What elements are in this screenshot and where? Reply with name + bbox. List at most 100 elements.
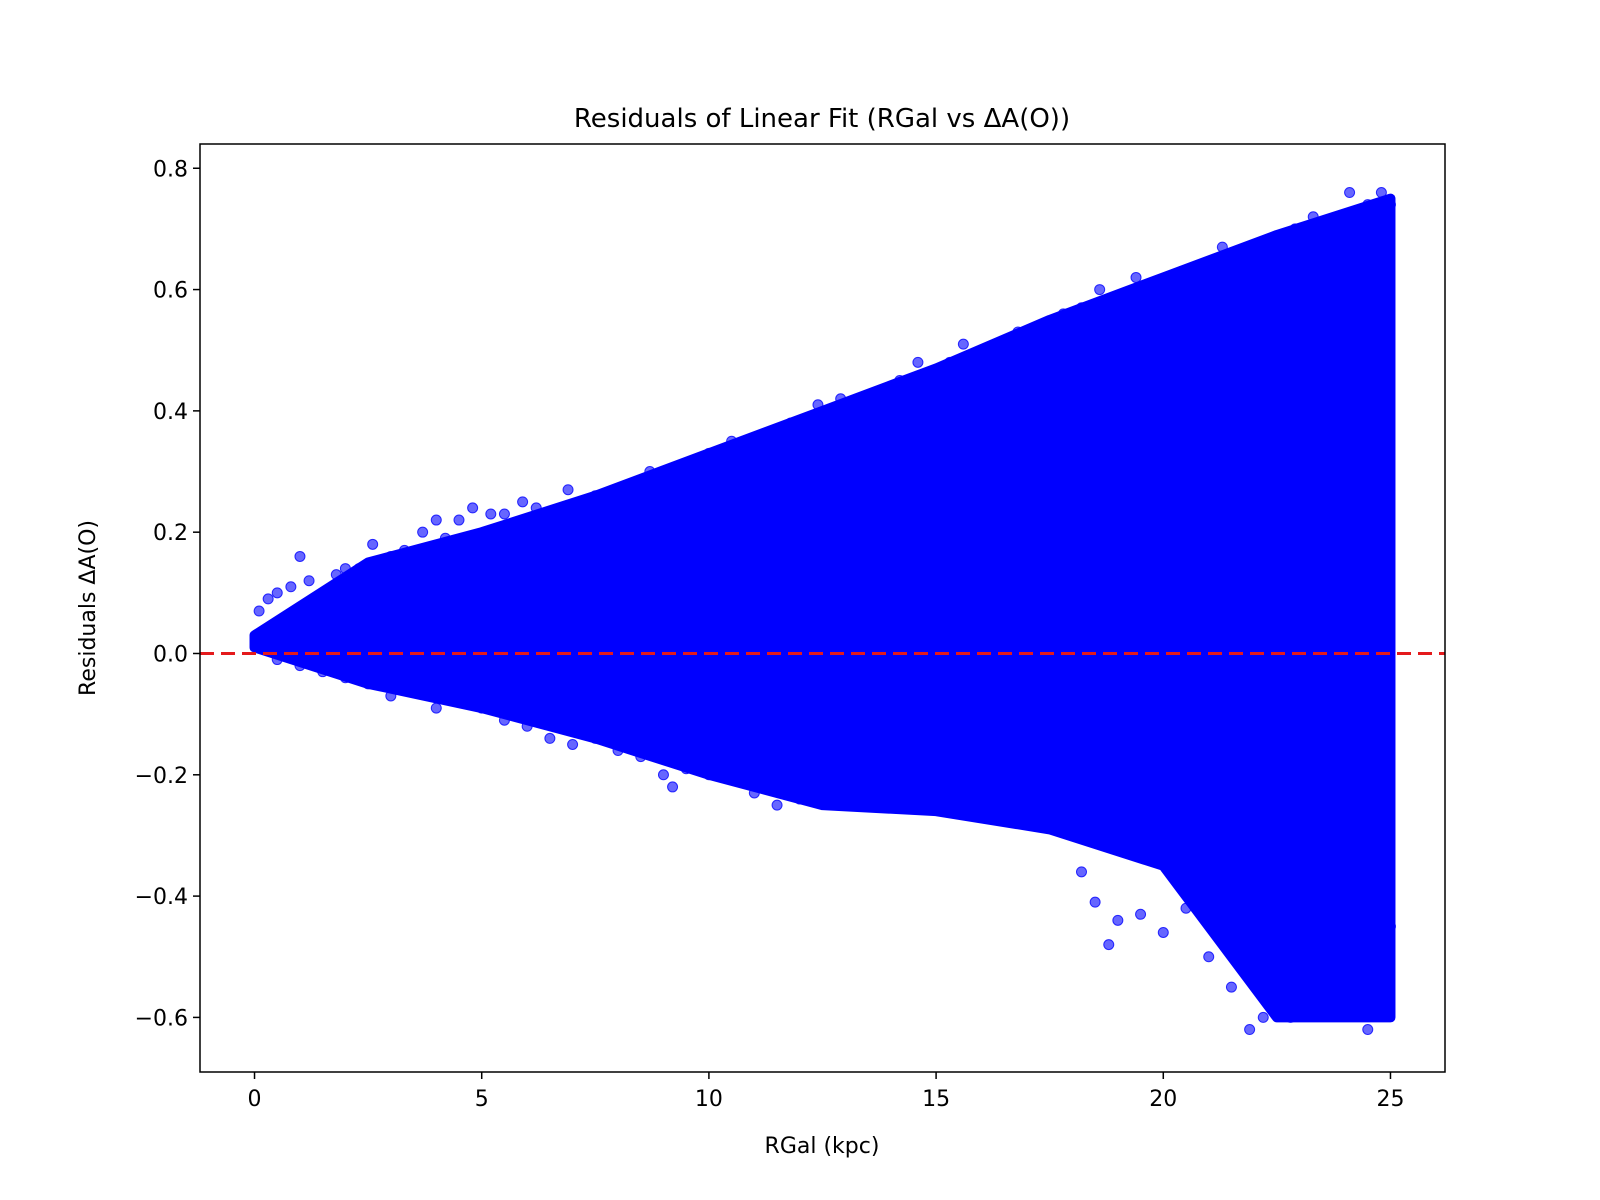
y-axis-label: Residuals ΔA(O) [76, 520, 101, 696]
scatter-point [1248, 259, 1260, 271]
scatter-point [1021, 793, 1033, 805]
scatter-point [667, 484, 679, 496]
x-tick-label: 5 [475, 1087, 489, 1112]
scatter-point [1044, 811, 1056, 823]
scatter-point [385, 690, 397, 702]
y-tick-label: 0.8 [153, 157, 188, 182]
scatter-point [271, 654, 283, 666]
scatter-point [726, 757, 738, 769]
scatter-point [1244, 1024, 1256, 1036]
scatter-point [430, 514, 442, 526]
scatter-point [1198, 271, 1210, 283]
scatter-point [1384, 199, 1396, 211]
scatter-point [498, 714, 510, 726]
scatter-point [930, 368, 942, 380]
scatter-point [517, 496, 529, 508]
scatter-point [271, 587, 283, 599]
scatter-point [408, 684, 420, 696]
y-tick-label: −0.4 [135, 885, 188, 910]
scatter-point [253, 605, 265, 617]
scatter-point [303, 575, 315, 587]
scatter-point [1103, 939, 1115, 951]
scatter-point [785, 417, 797, 429]
scatter-point [657, 769, 669, 781]
scatter-point [644, 466, 656, 478]
scatter-point [862, 781, 874, 793]
scatter-point [1307, 211, 1319, 223]
scatter-point [1339, 969, 1351, 981]
scatter-point [1107, 296, 1119, 308]
scatter-point [667, 781, 679, 793]
scatter-point [1384, 920, 1396, 932]
scatter-point [1285, 1011, 1297, 1023]
plot-area [200, 187, 1445, 1036]
x-tick-label: 25 [1376, 1087, 1404, 1112]
scatter-point [544, 732, 556, 744]
scatter-point [1294, 999, 1306, 1011]
scatter-point [976, 799, 988, 811]
scatter-point [530, 502, 542, 514]
scatter-point [576, 508, 588, 520]
scatter-point [362, 678, 374, 690]
scatter-point [953, 805, 965, 817]
scatter-point [835, 393, 847, 405]
chart-title: Residuals of Linear Fit (RGal vs ΔA(O)) [574, 104, 1070, 134]
y-tick-label: −0.6 [135, 1006, 188, 1031]
scatter-point [1239, 247, 1251, 259]
scatter-point [1344, 187, 1356, 199]
scatter-point [685, 459, 697, 471]
y-tick-label: 0.6 [153, 279, 188, 304]
scatter-point [907, 781, 919, 793]
scatter-point [1066, 829, 1078, 841]
scatter-point [1012, 326, 1024, 338]
scatter-point [998, 799, 1010, 811]
scatter-point [1289, 223, 1301, 235]
scatter-point [612, 745, 624, 757]
scatter-point [839, 781, 851, 793]
scatter-point [1057, 308, 1069, 320]
scatter-point [607, 496, 619, 508]
scatter-point [1130, 271, 1142, 283]
scatter-point [703, 447, 715, 459]
scatter-point [1375, 951, 1387, 963]
scatter-point [317, 666, 329, 678]
x-tick-label: 0 [248, 1087, 262, 1112]
scatter-point [1362, 199, 1374, 211]
scatter-point [294, 660, 306, 672]
scatter-point [762, 429, 774, 441]
scatter-point [1257, 1011, 1269, 1023]
scatter-point [657, 472, 669, 484]
scatter-point [262, 593, 274, 605]
scatter-point [1094, 284, 1106, 296]
scatter-point [417, 526, 429, 538]
x-axis-label: RGal (kpc) [765, 1134, 880, 1159]
scatter-point [1203, 951, 1215, 963]
scatter-point [548, 514, 560, 526]
scatter-point [1135, 908, 1147, 920]
scatter-point [294, 550, 306, 562]
scatter-point [339, 563, 351, 575]
plot-frame [199, 143, 1446, 1073]
scatter-point [398, 544, 410, 556]
scatter-points [249, 187, 1396, 1036]
scatter-point [912, 356, 924, 368]
scatter-point [1089, 896, 1101, 908]
scatter-point [794, 793, 806, 805]
scatter-point [1375, 187, 1387, 199]
scatter-point [985, 344, 997, 356]
x-tick-label: 10 [695, 1087, 723, 1112]
y-tick-label: −0.2 [135, 764, 188, 789]
scatter-point [1035, 332, 1047, 344]
scatter-point [521, 720, 533, 732]
scatter-point [453, 696, 465, 708]
scatter-point [635, 751, 647, 763]
scatter-point [748, 787, 760, 799]
scatter-point [1271, 993, 1283, 1005]
scatter-point [385, 550, 397, 562]
scatter-point [285, 581, 297, 593]
scatter-point [589, 732, 601, 744]
scatter-point [862, 393, 874, 405]
scatter-point [567, 738, 579, 750]
scatter-point [353, 563, 365, 575]
